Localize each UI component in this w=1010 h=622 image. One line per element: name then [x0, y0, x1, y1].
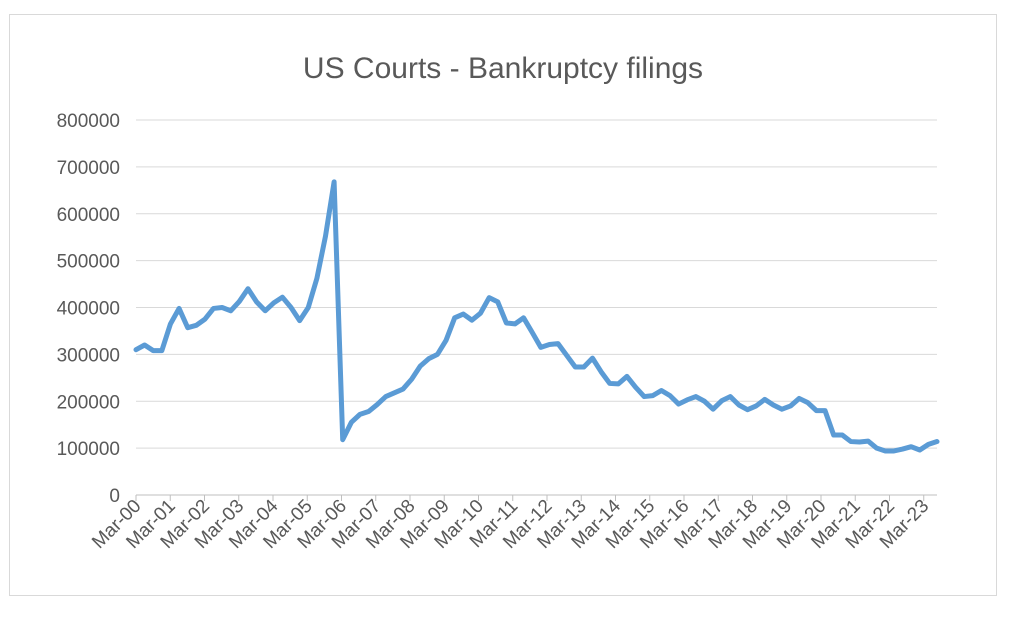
chart-title: US Courts - Bankruptcy filings	[303, 52, 703, 85]
y-tick-label: 700000	[57, 158, 120, 179]
y-tick-label: 500000	[57, 252, 120, 273]
series-layer	[133, 179, 940, 454]
chart: US Courts - Bankruptcy filings 0 100000 20…	[57, 52, 940, 553]
y-tick-label: 400000	[57, 299, 120, 320]
y-tick-label: 0	[109, 486, 120, 507]
series-line	[133, 179, 940, 454]
chart-frame: US Courts - Bankruptcy filings 0 100000 20…	[9, 14, 997, 596]
y-tick-label: 200000	[57, 392, 120, 413]
gridlines	[136, 119, 937, 449]
y-tick-label: 800000	[57, 111, 120, 132]
x-axis	[135, 494, 937, 501]
y-tick-label: 300000	[57, 345, 120, 366]
y-tick-label: 600000	[57, 205, 120, 226]
y-tick-label: 100000	[57, 439, 120, 460]
y-axis: 0 100000 200000 300000 400000 500000 600000 700…	[57, 111, 120, 507]
x-tick-labels: Mar-00Mar-01Mar-02Mar-03Mar-04Mar-05Mar-…	[88, 495, 933, 553]
